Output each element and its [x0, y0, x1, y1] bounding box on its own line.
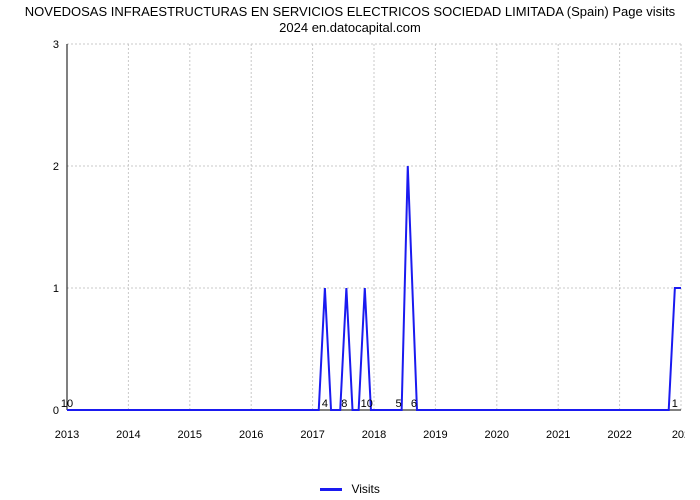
x-tick-label: 2016 [239, 429, 263, 440]
legend-label: Visits [351, 482, 379, 496]
data-annotation: 8 [341, 398, 347, 410]
data-annotation: 1 [672, 398, 678, 410]
x-tick-label: 2014 [116, 429, 140, 440]
x-tick-label: 2021 [546, 429, 570, 440]
x-tick-label: 2013 [55, 429, 79, 440]
chart-title: NOVEDOSAS INFRAESTRUCTURAS EN SERVICIOS … [0, 4, 700, 37]
legend-swatch [320, 488, 342, 491]
x-tick-label: 2022 [607, 429, 631, 440]
x-tick-label: 2015 [178, 429, 202, 440]
chart-plot-area: 0123201320142015201620172018201920202021… [45, 40, 685, 440]
y-tick-label: 3 [53, 40, 59, 51]
x-tick-label: 2018 [362, 429, 386, 440]
data-annotation: 4 [322, 398, 328, 410]
x-tick-label: 2017 [300, 429, 324, 440]
y-tick-label: 1 [53, 283, 59, 295]
chart-legend: Visits [0, 482, 700, 496]
data-annotation: 5 [395, 398, 401, 410]
x-tick-label: 2020 [485, 429, 509, 440]
data-annotation: 6 [411, 398, 417, 410]
y-tick-label: 0 [53, 405, 59, 417]
y-tick-label: 2 [53, 161, 59, 173]
data-annotation: 10 [61, 398, 73, 410]
grid [67, 44, 681, 410]
data-annotation: 10 [361, 398, 373, 410]
x-tick-label: 2019 [423, 429, 447, 440]
x-tick-label: 202 [672, 429, 685, 440]
